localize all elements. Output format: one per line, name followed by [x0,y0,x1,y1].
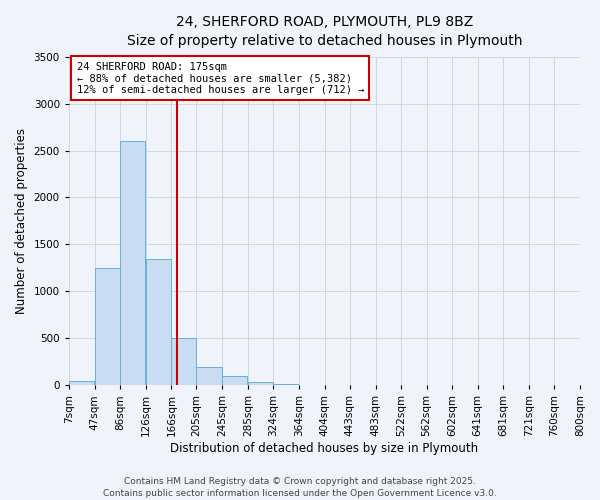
Bar [222,376,247,386]
Bar [172,338,196,386]
Bar [120,141,145,386]
Bar [248,382,273,386]
Title: 24, SHERFORD ROAD, PLYMOUTH, PL9 8BZ
Size of property relative to detached house: 24, SHERFORD ROAD, PLYMOUTH, PL9 8BZ Siz… [127,15,522,48]
Text: 24 SHERFORD ROAD: 175sqm
← 88% of detached houses are smaller (5,382)
12% of sem: 24 SHERFORD ROAD: 175sqm ← 88% of detach… [77,62,364,94]
Bar [146,258,170,386]
Text: Contains HM Land Registry data © Crown copyright and database right 2025.
Contai: Contains HM Land Registry data © Crown c… [103,476,497,498]
Bar [273,384,298,386]
Y-axis label: Number of detached properties: Number of detached properties [15,128,28,314]
Bar [69,380,94,386]
Bar [95,268,120,386]
Bar [196,366,221,386]
X-axis label: Distribution of detached houses by size in Plymouth: Distribution of detached houses by size … [170,442,478,455]
